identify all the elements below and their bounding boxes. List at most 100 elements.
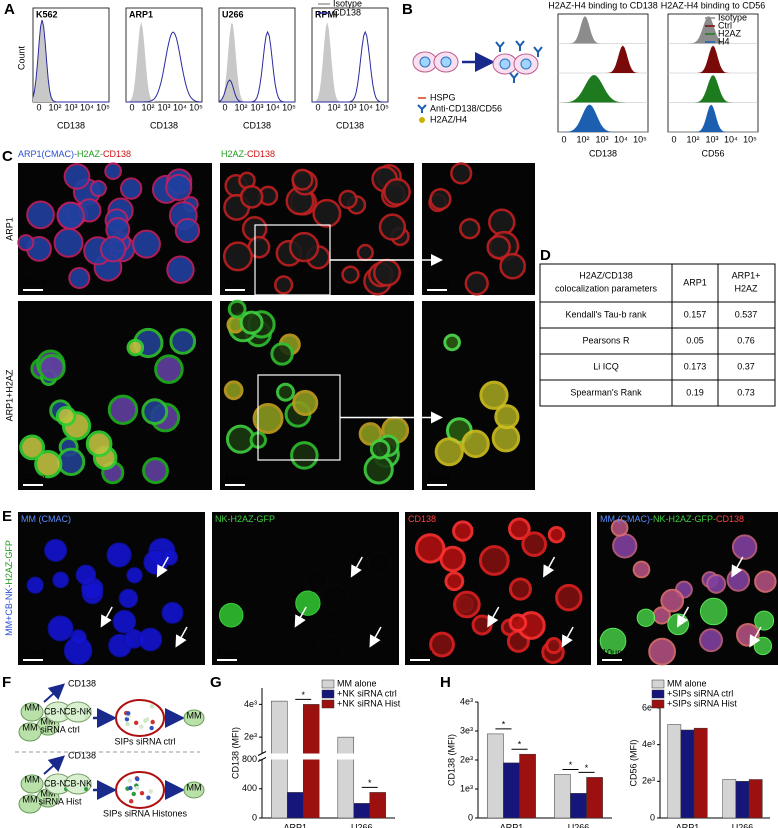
cell xyxy=(415,533,446,564)
x-tick-label: 10⁵ xyxy=(743,134,757,144)
x-tick-label: 0 xyxy=(671,134,676,144)
cell xyxy=(165,173,193,201)
x-tick-label: 10⁵ xyxy=(375,102,389,112)
bar xyxy=(353,803,370,819)
cell xyxy=(699,628,723,653)
x-tick-label: 10⁵ xyxy=(282,102,296,112)
cell xyxy=(55,405,77,427)
mm-cell xyxy=(20,774,44,794)
column-title-part: ARP1(CMAC)- xyxy=(18,149,77,159)
x-tick-label: 10⁵ xyxy=(189,102,203,112)
cell xyxy=(38,353,66,382)
isotype-histogram xyxy=(219,23,295,103)
cell xyxy=(521,531,548,558)
cell xyxy=(112,609,137,634)
cell xyxy=(118,588,139,609)
legend-swatch xyxy=(321,679,335,689)
cell xyxy=(223,380,244,401)
cell xyxy=(486,234,511,260)
y-tick-label: 2e³ xyxy=(460,754,473,764)
cell xyxy=(141,398,169,426)
cell xyxy=(443,333,461,352)
column-title: NK-H2AZ-GFP xyxy=(215,514,275,524)
cell xyxy=(508,613,528,633)
scale-bar-label: 10μm xyxy=(225,277,248,287)
bar xyxy=(503,762,520,819)
scale-bar-label: 10μm xyxy=(23,277,46,287)
plot-title: H2AZ-H4 binding to CD138 xyxy=(548,0,658,10)
cell xyxy=(555,583,583,612)
y-tick-label: 0 xyxy=(650,812,655,822)
cell xyxy=(26,200,55,230)
y-tick-label: 400 xyxy=(242,783,257,793)
pointer-arrow xyxy=(487,606,500,628)
bar xyxy=(554,774,571,819)
cell-label: CB-NK xyxy=(64,778,92,788)
y-tick-label: 2e³ xyxy=(244,732,257,742)
column-title-part: H2AZ- xyxy=(77,149,103,159)
x-tick-label: 10⁴ xyxy=(173,102,187,112)
sip-dot xyxy=(149,725,154,731)
legend-label: HSPG xyxy=(430,92,456,102)
legend-label: Ctrl xyxy=(718,20,732,30)
y-tick-label: 800 xyxy=(242,754,257,764)
cell xyxy=(341,265,360,284)
product-label: SIPs siRNA Histones xyxy=(103,808,188,818)
legend-label: CD138 xyxy=(333,7,361,17)
y-tick-label: 4e³ xyxy=(460,696,473,706)
y-tick-label: 6e³ xyxy=(642,702,655,712)
cell-label: CB-NK xyxy=(44,706,72,716)
cell xyxy=(104,162,122,181)
cell xyxy=(459,217,481,240)
panel-label: D xyxy=(540,247,551,264)
x-tick-label: 0 xyxy=(222,102,227,112)
column-title: CD138 xyxy=(408,514,436,524)
cell xyxy=(126,567,143,584)
sip-dot xyxy=(135,776,140,782)
axis-break-mark xyxy=(257,751,267,762)
legend-label: +NK siRNA Hist xyxy=(337,698,401,708)
x-tick-label: 10³ xyxy=(705,134,718,144)
micrograph xyxy=(212,512,399,665)
legend-label: Anti-CD138/CD56 xyxy=(430,103,502,113)
cell xyxy=(648,637,676,666)
cell xyxy=(222,241,253,272)
sip-dot xyxy=(139,724,144,729)
cell xyxy=(291,168,314,191)
legend-label: +SIPs siRNA Hist xyxy=(667,698,737,708)
sip-dot xyxy=(127,778,132,784)
nucleus xyxy=(499,58,511,70)
scale-bar-label: 10μm xyxy=(23,647,46,657)
x-tick-label: U266 xyxy=(351,822,373,828)
significance-label: * xyxy=(301,690,305,700)
y-tick-label: 2e³ xyxy=(642,776,655,786)
column-title-part: CD138 xyxy=(247,149,275,159)
bar xyxy=(337,736,355,819)
x-tick-label: 10² xyxy=(576,134,589,144)
cell xyxy=(56,201,85,230)
table-header: ARP1+ xyxy=(732,270,761,280)
ridge-histogram xyxy=(668,45,758,73)
legend-icon xyxy=(417,104,427,113)
cell xyxy=(378,213,407,241)
cell-line-title: ARP1 xyxy=(129,9,153,19)
table-header: H2AZ/CD138 xyxy=(579,270,633,280)
ridge-histogram xyxy=(558,75,648,103)
isotype-histogram xyxy=(312,22,388,102)
sip-dot xyxy=(133,720,139,725)
x-tick-label: U266 xyxy=(568,822,590,828)
legend-icon xyxy=(419,117,425,123)
mm-cell xyxy=(183,781,205,799)
panel-label: E xyxy=(2,508,12,525)
cell xyxy=(429,188,452,211)
nucleus xyxy=(440,56,452,68)
table-border xyxy=(539,263,776,407)
cell-line-title: K562 xyxy=(36,9,58,19)
ridge-histogram xyxy=(558,16,648,44)
cell-label: MM xyxy=(23,794,38,804)
legend-label: H4 xyxy=(718,36,730,46)
sip-dot xyxy=(145,717,150,722)
row-label: MM+CB-NK-H2AZ-GFP xyxy=(4,540,14,636)
